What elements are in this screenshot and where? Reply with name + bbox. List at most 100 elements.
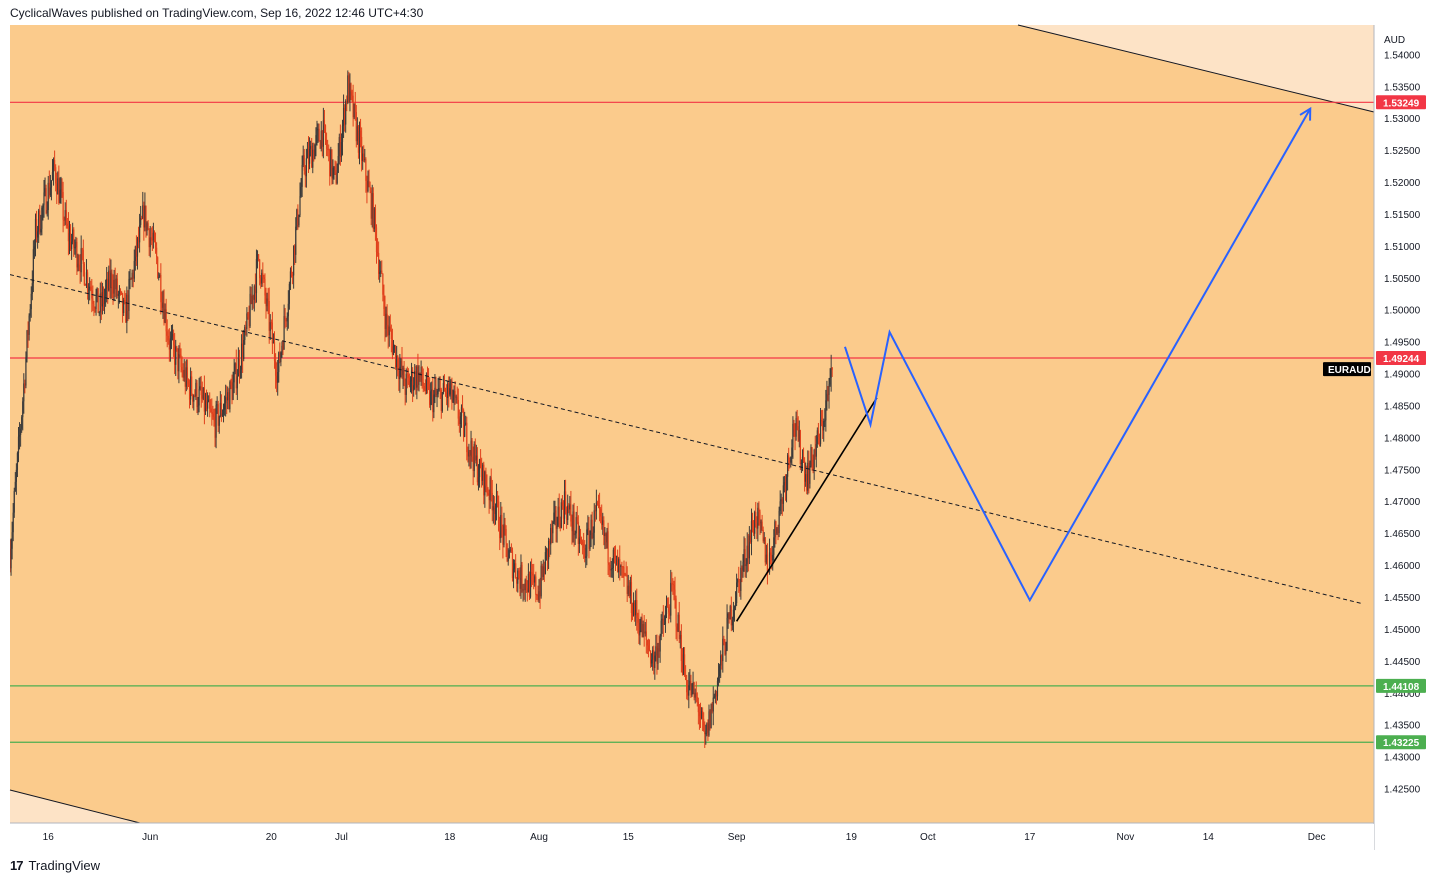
- candle-body: [215, 405, 217, 438]
- candle-body: [266, 298, 268, 307]
- candle-body: [661, 618, 663, 621]
- candle-body: [312, 149, 314, 168]
- candle: [704, 721, 706, 748]
- candle: [492, 495, 494, 524]
- candle: [577, 515, 579, 556]
- candle: [238, 349, 241, 384]
- candle: [83, 262, 85, 286]
- candle: [725, 641, 727, 662]
- candle-body: [751, 521, 754, 529]
- candle-body: [254, 286, 256, 294]
- candle-body: [317, 128, 319, 131]
- candle: [554, 500, 556, 526]
- candle-body: [725, 650, 727, 655]
- candle: [181, 356, 183, 378]
- price-badge-background: [1376, 95, 1426, 110]
- candle-body: [186, 367, 189, 381]
- candle-body: [501, 514, 503, 527]
- candle-body: [300, 186, 302, 197]
- candle: [781, 497, 783, 516]
- candle: [755, 501, 757, 528]
- candle-body: [130, 278, 132, 280]
- candle-body: [289, 271, 292, 284]
- candle-body: [201, 395, 203, 399]
- candle: [109, 258, 111, 299]
- candle: [150, 227, 152, 246]
- solid-trend-line[interactable]: [735, 397, 878, 622]
- candle: [188, 379, 191, 409]
- candle: [392, 340, 395, 356]
- candle: [278, 351, 280, 383]
- candle-body: [148, 229, 150, 248]
- projection-path[interactable]: [844, 108, 1312, 603]
- candle-body: [316, 130, 318, 136]
- candle-body: [101, 292, 104, 307]
- candle: [567, 494, 569, 525]
- candle-body: [406, 373, 408, 375]
- candle: [570, 490, 572, 527]
- candle: [107, 271, 109, 304]
- candle-body: [824, 420, 826, 422]
- candle-body: [64, 210, 66, 221]
- price-badge: 1.49244: [1376, 350, 1426, 365]
- candle: [111, 269, 113, 299]
- candle-body: [757, 507, 759, 529]
- candle: [269, 314, 271, 340]
- candle-body: [448, 383, 450, 395]
- candle-body: [417, 366, 419, 385]
- candle: [382, 273, 384, 302]
- candle-body: [475, 455, 477, 461]
- candle-body: [488, 493, 490, 501]
- candle: [728, 612, 730, 624]
- candle: [324, 124, 327, 145]
- candle-body: [410, 370, 413, 382]
- candle: [546, 548, 549, 571]
- candle-body: [778, 510, 780, 534]
- candle-body: [560, 502, 562, 528]
- candle: [244, 324, 246, 345]
- candle-body: [722, 638, 724, 662]
- candle-body: [821, 420, 823, 422]
- candle-body: [613, 549, 616, 557]
- candle-body: [260, 278, 262, 284]
- candle: [557, 497, 559, 528]
- candle: [51, 159, 54, 181]
- candle-body: [327, 148, 329, 150]
- candle: [512, 559, 515, 589]
- candle-body: [612, 549, 614, 568]
- candle: [344, 104, 346, 132]
- price-tick-label: 1.44000: [1384, 689, 1421, 700]
- candle: [651, 653, 653, 667]
- candle: [571, 514, 573, 545]
- candle: [521, 561, 523, 593]
- time-tick-label: Nov: [1117, 832, 1135, 843]
- candle-body: [44, 188, 46, 193]
- candle-body: [129, 278, 131, 280]
- candle: [493, 496, 496, 526]
- candle: [21, 415, 23, 433]
- time-axis-background[interactable]: [10, 824, 1374, 850]
- candle-body: [39, 210, 41, 233]
- candle: [407, 368, 409, 385]
- dashed-trend-line[interactable]: [10, 274, 1362, 604]
- candle: [128, 271, 130, 320]
- candle: [568, 503, 570, 514]
- candle-body: [276, 375, 278, 383]
- candle-body: [416, 366, 418, 388]
- candle: [299, 182, 301, 218]
- candle: [827, 386, 829, 402]
- footer-brand[interactable]: 17 TradingView: [10, 858, 100, 873]
- candle: [421, 366, 423, 389]
- candle-body: [184, 369, 186, 387]
- candle-body: [544, 552, 547, 575]
- candle: [281, 341, 283, 358]
- candle: [175, 339, 177, 376]
- candle-body: [789, 460, 791, 463]
- candle-body: [513, 563, 516, 569]
- candle: [780, 493, 782, 515]
- candle-body: [72, 229, 74, 242]
- candle: [27, 321, 29, 348]
- candle: [740, 560, 742, 600]
- candle-body: [664, 614, 667, 624]
